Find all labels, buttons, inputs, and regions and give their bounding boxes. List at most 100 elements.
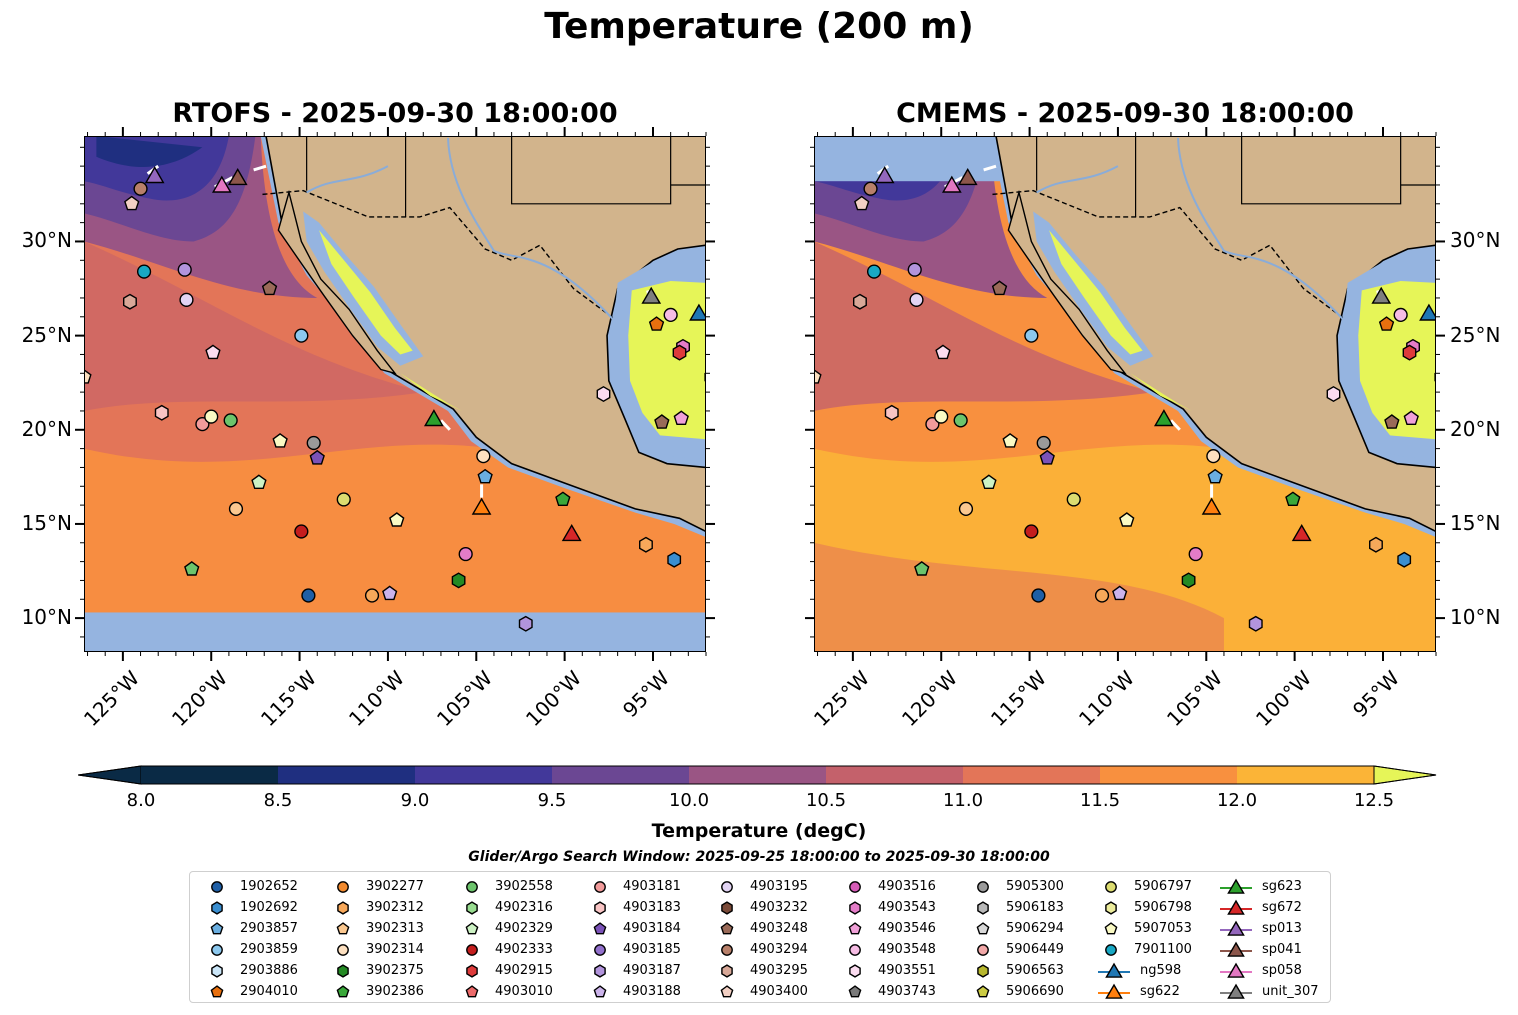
legend-marker[interactable]	[594, 963, 606, 978]
float-marker-25[interactable]	[914, 561, 930, 576]
float-marker-15[interactable]	[934, 409, 949, 424]
legend-marker[interactable]	[593, 984, 607, 997]
float-marker-43[interactable]	[1378, 316, 1395, 331]
legend-marker[interactable]	[211, 943, 223, 956]
legend-marker[interactable]	[1227, 878, 1245, 894]
legend-marker[interactable]	[466, 943, 478, 956]
float-marker-5[interactable]	[866, 264, 882, 279]
float-marker-8[interactable]	[909, 292, 924, 307]
float-marker-40[interactable]	[1371, 286, 1392, 304]
float-marker-41[interactable]	[663, 307, 678, 323]
legend-marker[interactable]	[466, 900, 478, 915]
legend-marker[interactable]	[721, 943, 733, 956]
float-marker-40[interactable]	[641, 286, 662, 304]
float-marker-29[interactable]	[1153, 409, 1174, 427]
legend-marker[interactable]	[594, 943, 606, 956]
float-marker-39[interactable]	[667, 551, 682, 568]
legend-marker[interactable]	[977, 900, 989, 915]
legend-marker[interactable]	[977, 963, 989, 978]
float-marker-14[interactable]	[195, 417, 210, 432]
float-marker-2[interactable]	[874, 166, 895, 184]
float-marker-14[interactable]	[925, 417, 940, 432]
legend-marker[interactable]	[976, 921, 990, 934]
float-marker-49[interactable]	[1403, 410, 1419, 425]
float-marker-26[interactable]	[301, 588, 316, 603]
float-marker-28[interactable]	[1112, 585, 1128, 601]
float-marker-7[interactable]	[123, 293, 137, 310]
legend-marker[interactable]	[211, 900, 223, 915]
float-marker-42[interactable]	[689, 303, 706, 321]
float-marker-47[interactable]	[1326, 385, 1341, 403]
float-marker-35[interactable]	[555, 491, 571, 506]
legend-marker[interactable]	[976, 984, 990, 997]
legend-marker[interactable]	[977, 880, 989, 893]
float-marker-24[interactable]	[294, 524, 309, 539]
legend-marker[interactable]	[848, 984, 862, 997]
legend-marker[interactable]	[1105, 983, 1123, 999]
float-marker-18[interactable]	[306, 435, 321, 451]
float-marker-34[interactable]	[1181, 572, 1196, 589]
legend-marker[interactable]	[1227, 941, 1245, 957]
float-marker-31[interactable]	[1207, 468, 1223, 484]
legend-marker[interactable]	[593, 921, 607, 934]
legend-marker[interactable]	[1227, 962, 1245, 978]
legend-marker[interactable]	[721, 880, 733, 893]
float-marker-3[interactable]	[227, 167, 248, 186]
float-marker-32[interactable]	[1201, 497, 1222, 515]
legend-marker[interactable]	[337, 963, 349, 978]
float-marker-9[interactable]	[261, 280, 278, 296]
legend-marker[interactable]	[1227, 920, 1245, 936]
float-marker-48[interactable]	[654, 414, 670, 429]
legend-marker[interactable]	[1104, 921, 1118, 934]
float-marker-45[interactable]	[672, 344, 687, 361]
float-marker-4[interactable]	[211, 175, 232, 193]
float-marker-36[interactable]	[561, 524, 582, 542]
float-marker-16[interactable]	[223, 413, 238, 428]
legend-marker[interactable]	[594, 900, 606, 915]
float-marker-1[interactable]	[854, 195, 870, 211]
legend-marker[interactable]	[466, 880, 478, 893]
legend-marker[interactable]	[1105, 962, 1123, 978]
legend-marker[interactable]	[849, 963, 861, 978]
float-marker-9[interactable]	[991, 280, 1008, 296]
legend-marker[interactable]	[1227, 899, 1245, 915]
legend-marker[interactable]	[337, 943, 349, 956]
legend-marker[interactable]	[337, 900, 349, 915]
legend-marker[interactable]	[211, 963, 223, 978]
legend-marker[interactable]	[1227, 983, 1245, 999]
float-marker-11[interactable]	[205, 344, 221, 360]
float-marker-12[interactable]	[84, 369, 92, 384]
float-marker-19[interactable]	[1039, 449, 1055, 465]
legend-marker[interactable]	[336, 921, 350, 934]
legend-marker[interactable]	[466, 963, 478, 978]
legend-marker[interactable]	[721, 900, 733, 915]
float-marker-19[interactable]	[309, 449, 325, 465]
float-marker-49[interactable]	[673, 410, 689, 425]
float-marker-38[interactable]	[639, 536, 653, 553]
legend-marker[interactable]	[1105, 900, 1117, 915]
legend-marker[interactable]	[336, 984, 350, 997]
legend-marker[interactable]	[210, 921, 224, 934]
float-marker-30[interactable]	[476, 449, 491, 464]
float-marker-33[interactable]	[1188, 546, 1203, 562]
float-marker-31[interactable]	[477, 468, 493, 484]
float-marker-24[interactable]	[1024, 524, 1039, 539]
float-marker-4[interactable]	[941, 175, 962, 193]
float-marker-8[interactable]	[179, 292, 194, 307]
float-marker-42[interactable]	[1419, 303, 1436, 321]
float-marker-41[interactable]	[1393, 307, 1408, 323]
float-marker-13[interactable]	[884, 404, 899, 421]
float-marker-11[interactable]	[935, 344, 951, 360]
float-marker-32[interactable]	[471, 497, 492, 515]
legend-marker[interactable]	[849, 943, 861, 956]
float-marker-17[interactable]	[1002, 433, 1018, 448]
legend-marker[interactable]	[720, 921, 734, 934]
float-marker-27[interactable]	[1094, 588, 1110, 603]
float-marker-20[interactable]	[251, 474, 267, 489]
float-marker-35[interactable]	[1285, 491, 1301, 506]
legend-marker[interactable]	[848, 921, 862, 934]
legend-marker[interactable]	[720, 984, 734, 997]
float-marker-21[interactable]	[958, 501, 974, 516]
map-rtofs[interactable]	[84, 136, 706, 652]
legend-marker[interactable]	[465, 984, 479, 997]
